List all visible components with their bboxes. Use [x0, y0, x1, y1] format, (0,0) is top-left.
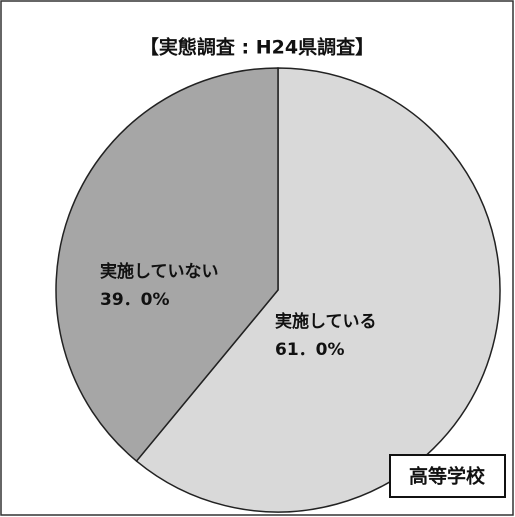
pie [55, 67, 501, 513]
slice-label: 実施していない [100, 261, 219, 282]
labels: 実施している 61．0% 実施していない 39．0% [100, 261, 377, 360]
slice-label: 実施している [275, 311, 377, 332]
value-label: 39．0% [100, 290, 170, 310]
pie-slice [55, 67, 279, 463]
annotation: 高等学校 [409, 465, 486, 488]
value-label: 61．0% [275, 340, 345, 360]
chart-title: 【実態調査 : H24県調査】 [140, 36, 374, 59]
annotation-box [389, 454, 506, 498]
pie-slice [135, 67, 501, 513]
